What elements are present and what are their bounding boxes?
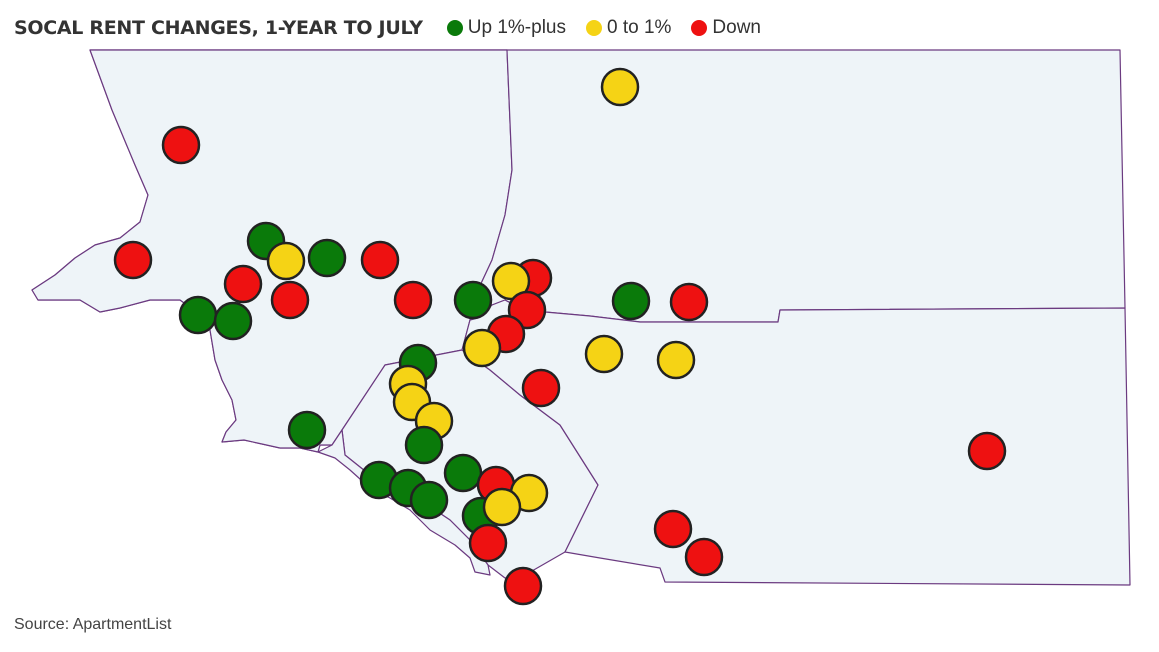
city-marker-flat <box>656 340 696 380</box>
city-marker-down <box>223 264 263 304</box>
legend-label-down: Down <box>712 17 761 38</box>
legend-item-down: Down <box>691 17 761 39</box>
city-marker-down <box>113 240 153 280</box>
city-marker-down <box>653 509 693 549</box>
city-marker-up <box>307 238 347 278</box>
city-marker-up <box>409 480 449 520</box>
source-note: Source: ApartmentList <box>14 616 172 633</box>
header: SOCAL RENT CHANGES, 1-YEAR TO JULY Up 1%… <box>14 12 771 44</box>
legend-swatch-down <box>691 20 708 36</box>
city-marker-down <box>161 125 201 165</box>
city-marker-up <box>178 295 218 335</box>
city-marker-flat <box>491 261 531 301</box>
county-san-bernardino <box>469 49 1126 323</box>
city-marker-down <box>521 368 561 408</box>
legend-swatch-up <box>446 20 463 36</box>
city-marker-down <box>669 282 709 322</box>
city-marker-flat <box>584 334 624 374</box>
city-marker-up <box>287 410 327 450</box>
city-marker-up <box>404 425 444 465</box>
city-marker-down <box>684 537 724 577</box>
city-marker-up <box>213 301 253 341</box>
city-marker-flat <box>600 67 640 107</box>
legend-label-flat: 0 to 1% <box>606 17 672 38</box>
city-markers <box>113 67 1007 606</box>
city-marker-up <box>443 453 483 493</box>
map-title: SOCAL RENT CHANGES, 1-YEAR TO JULY <box>14 17 423 39</box>
city-marker-down <box>967 431 1007 471</box>
city-marker-flat <box>482 487 522 527</box>
city-marker-flat <box>462 328 502 368</box>
legend-label-up: Up 1%-plus <box>467 17 566 38</box>
city-marker-down <box>503 566 543 606</box>
city-marker-flat <box>266 241 306 281</box>
city-marker-down <box>393 280 433 320</box>
city-marker-down <box>360 240 400 280</box>
legend-item-flat: 0 to 1% <box>585 17 672 39</box>
city-marker-down <box>270 280 310 320</box>
city-marker-up <box>611 281 651 321</box>
city-marker-up <box>453 280 493 320</box>
legend-swatch-flat <box>585 20 602 36</box>
city-marker-down <box>468 523 508 563</box>
legend-item-up: Up 1%-plus <box>446 17 566 39</box>
